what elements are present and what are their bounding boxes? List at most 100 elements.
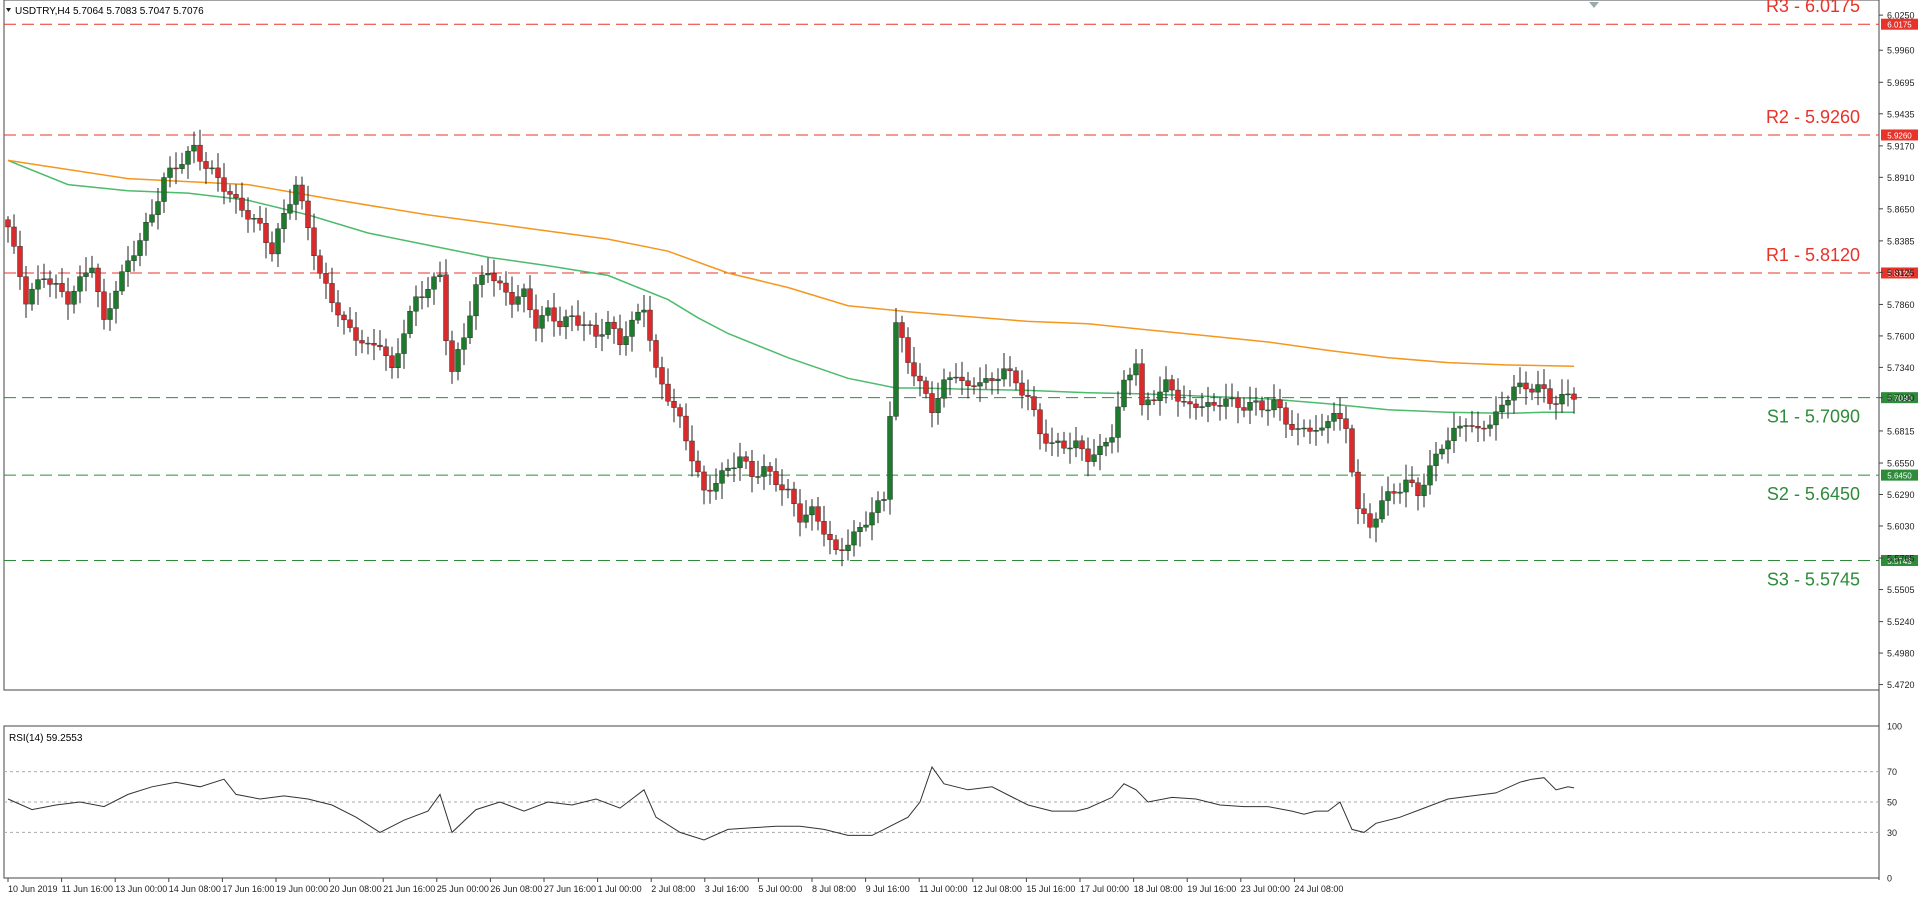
bullish-candle	[425, 289, 431, 298]
bullish-candle	[35, 279, 41, 290]
level-label: S1 - 5.7090	[1767, 407, 1860, 427]
bearish-candle	[959, 376, 965, 381]
bullish-candle	[629, 319, 635, 337]
bearish-candle	[239, 197, 245, 211]
bullish-candle	[1427, 465, 1433, 486]
bullish-candle	[995, 378, 1001, 382]
bearish-candle	[773, 471, 779, 485]
level-tag-label: 5.8120	[1887, 269, 1912, 278]
bullish-candle	[485, 272, 491, 276]
bearish-candle	[311, 227, 317, 257]
time-tick-label: 19 Jul 16:00	[1187, 884, 1236, 894]
price-tick-label: 5.8125	[1887, 268, 1915, 278]
bullish-candle	[1535, 384, 1541, 393]
bullish-candle	[1301, 427, 1307, 430]
bearish-candle	[449, 340, 455, 372]
bullish-candle	[869, 512, 875, 526]
bullish-candle	[209, 167, 215, 170]
bearish-candle	[491, 272, 497, 282]
bullish-candle	[413, 296, 419, 312]
bullish-candle	[143, 222, 149, 241]
bearish-candle	[419, 296, 425, 298]
price-tick-label: 5.8385	[1887, 236, 1915, 246]
bullish-candle	[1511, 386, 1517, 401]
bullish-candle	[947, 377, 953, 380]
bearish-candle	[1337, 413, 1343, 419]
price-tick-label: 5.9435	[1887, 109, 1915, 119]
candlestick-series	[5, 129, 1577, 567]
price-tick-label: 5.9695	[1887, 78, 1915, 88]
bullish-candle	[179, 164, 185, 169]
time-tick-label: 11 Jun 16:00	[62, 884, 113, 894]
bullish-candle	[935, 398, 941, 413]
bullish-candle	[845, 544, 851, 552]
time-tick-label: 21 Jun 16:00	[383, 884, 435, 894]
bullish-candle	[761, 466, 767, 477]
time-tick-label: 17 Jun 16:00	[222, 884, 274, 894]
bullish-candle	[809, 506, 815, 516]
bearish-candle	[1193, 403, 1199, 408]
time-tick-label: 27 Jun 16:00	[544, 884, 596, 894]
bearish-candle	[965, 380, 971, 386]
time-tick-label: 11 Jul 00:00	[919, 884, 967, 894]
price-tick-label: 5.6815	[1887, 426, 1915, 436]
bearish-candle	[95, 267, 101, 293]
bearish-candle	[767, 466, 773, 472]
bearish-candle	[917, 375, 923, 382]
bearish-candle	[227, 191, 233, 195]
bearish-candle	[383, 346, 389, 356]
bullish-candle	[119, 271, 125, 292]
bearish-candle	[59, 283, 65, 292]
bearish-candle	[899, 322, 905, 338]
bullish-candle	[275, 228, 281, 255]
bearish-candle	[101, 291, 107, 320]
bullish-candle	[251, 218, 257, 220]
bearish-candle	[611, 321, 617, 329]
bearish-candle	[1391, 491, 1397, 494]
bearish-candle	[317, 255, 323, 274]
dropdown-triangle-icon[interactable]	[6, 8, 11, 12]
main-panel-frame	[3, 0, 1880, 691]
bullish-candle	[401, 333, 407, 354]
bullish-candle	[437, 274, 443, 277]
bearish-candle	[233, 194, 239, 199]
bearish-candle	[443, 274, 449, 341]
bullish-candle	[1331, 413, 1337, 422]
bullish-candle	[857, 527, 863, 532]
bullish-candle	[395, 353, 401, 369]
bullish-candle	[131, 255, 137, 261]
bearish-candle	[5, 219, 11, 228]
time-tick-label: 10 Jun 2019	[8, 884, 58, 894]
bearish-candle	[1025, 394, 1031, 397]
bullish-candle	[185, 150, 191, 165]
bullish-candle	[1103, 442, 1109, 447]
bearish-candle	[245, 210, 251, 220]
level-tag	[1881, 18, 1918, 30]
level-tag	[1881, 129, 1918, 141]
bullish-candle	[605, 321, 611, 335]
rsi-indicator: 100 70 50 30 0	[4, 722, 1902, 884]
bearish-candle	[1187, 401, 1193, 405]
bearish-candle	[1343, 418, 1349, 429]
time-tick-label: 15 Jul 16:00	[1026, 884, 1075, 894]
bullish-candle	[1451, 427, 1457, 441]
bullish-candle	[1325, 421, 1331, 429]
bearish-candle	[1415, 482, 1421, 496]
bearish-candle	[689, 440, 695, 462]
bearish-candle	[1235, 397, 1241, 408]
bullish-candle	[1127, 374, 1133, 381]
bearish-candle	[665, 383, 671, 402]
bullish-candle	[1073, 440, 1079, 449]
bullish-candle	[1421, 484, 1427, 496]
bearish-candle	[557, 320, 563, 328]
bullish-candle	[581, 324, 587, 326]
bullish-candle	[1091, 454, 1097, 462]
price-tick-label: 5.7340	[1887, 363, 1915, 373]
bullish-candle	[137, 240, 143, 256]
bearish-candle	[707, 489, 713, 492]
bullish-candle	[107, 308, 113, 320]
bullish-candle	[1559, 394, 1565, 405]
bearish-candle	[341, 314, 347, 321]
bearish-candle	[701, 471, 707, 491]
